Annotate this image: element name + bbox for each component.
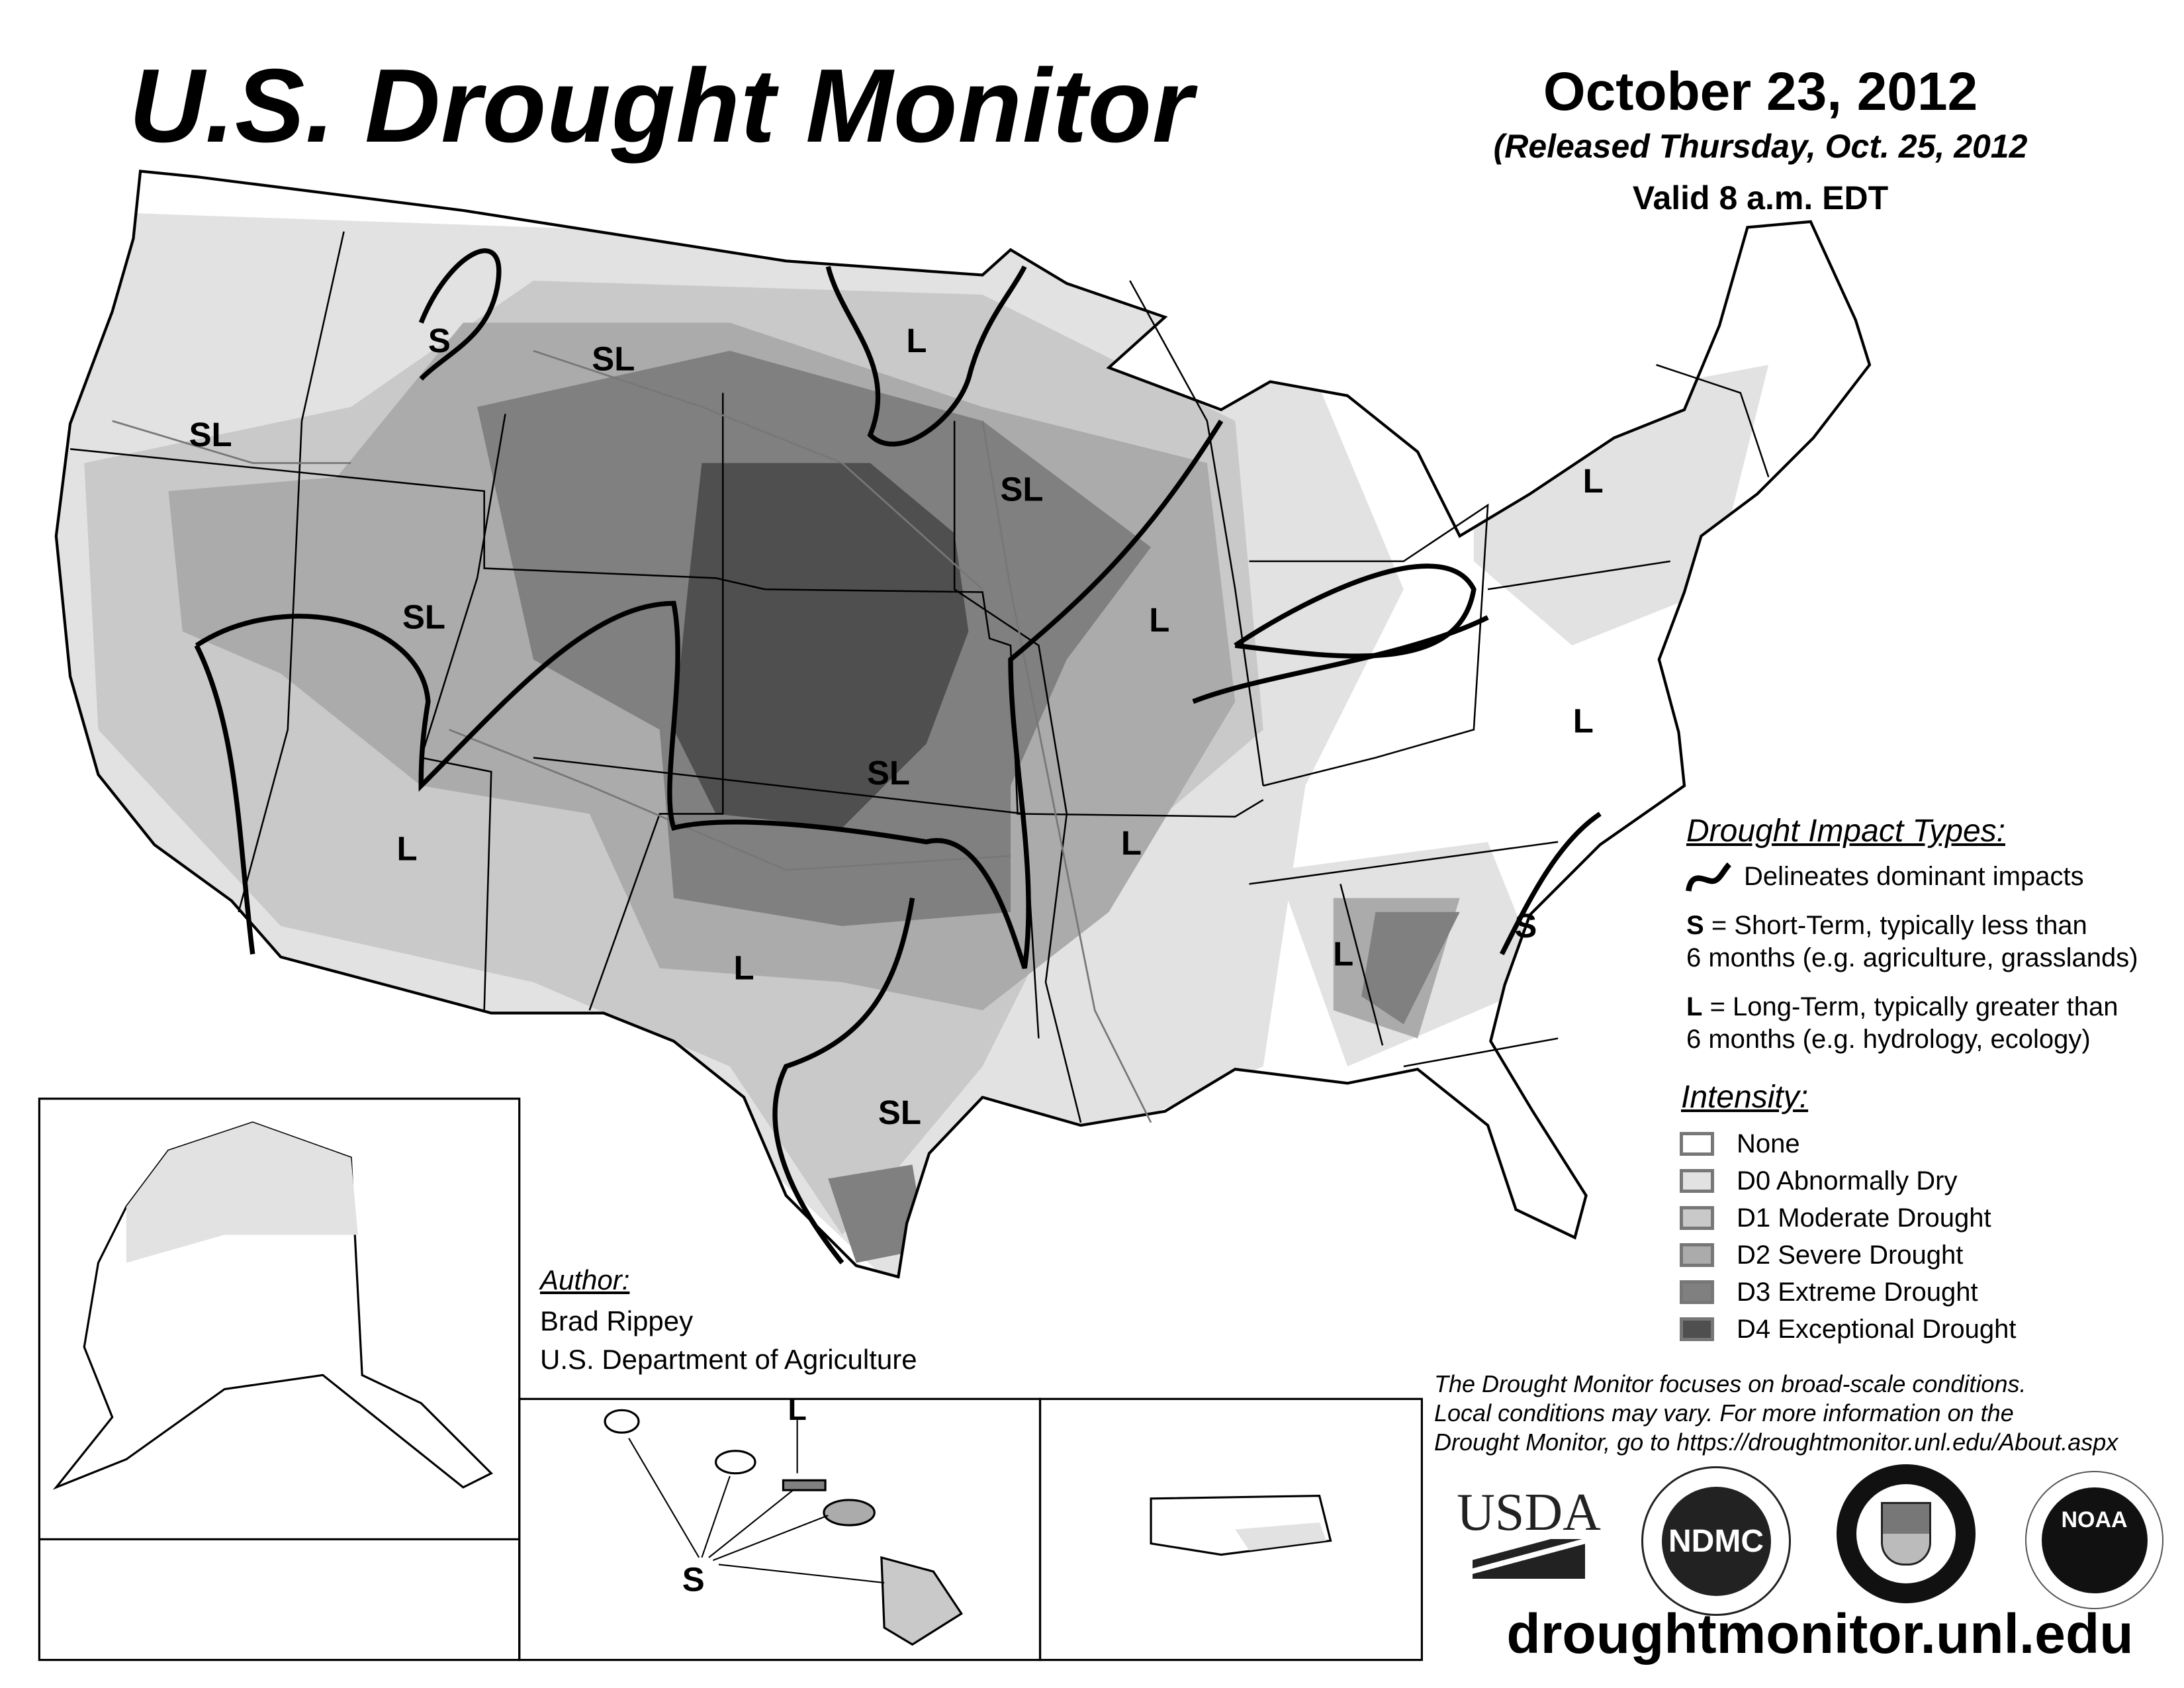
delineates-label: Delineates dominant impacts xyxy=(1744,862,2084,891)
long-key: L xyxy=(1686,992,1703,1021)
intensity-swatch xyxy=(1680,1206,1714,1230)
impact-label: L xyxy=(1583,462,1604,500)
intensity-swatch xyxy=(1680,1317,1714,1341)
department-of-commerce-seal xyxy=(1837,1464,1976,1603)
hawaii-map xyxy=(604,1409,963,1646)
intensity-label: D3 Extreme Drought xyxy=(1737,1277,1978,1307)
rivers xyxy=(112,350,1152,1123)
release-date: (Released Thursday, Oct. 25, 2012 xyxy=(1493,128,2028,165)
impact-line-legend-icon xyxy=(1686,862,1732,892)
impact-label: SL xyxy=(867,754,910,792)
impact-label: L xyxy=(1573,702,1594,739)
long-term-desc: = Long-Term, typically greater than xyxy=(1709,992,2118,1021)
website-url[interactable]: droughtmonitor.unl.edu xyxy=(1506,1603,2134,1665)
impact-label: SL xyxy=(189,416,232,453)
impact-label: L xyxy=(906,322,927,359)
hawaii-leader-lines xyxy=(628,1420,885,1584)
short-term-desc: = Short-Term, typically less than xyxy=(1711,911,2087,940)
intensity-swatch xyxy=(1680,1132,1714,1156)
impact-label: L xyxy=(1333,935,1353,972)
short-key: S xyxy=(1686,911,1704,940)
inset-frames xyxy=(38,1098,1423,1662)
intensity-label: None xyxy=(1737,1129,1800,1158)
disclaimer-line: The Drought Monitor focuses on broad-sca… xyxy=(1434,1370,2026,1397)
intensity-legend-item: D4 Exceptional Drought xyxy=(1680,1311,2016,1348)
disclaimer-line: Local conditions may vary. For more info… xyxy=(1434,1399,2014,1427)
intensity-swatch xyxy=(1680,1280,1714,1304)
intensity-label: D4 Exceptional Drought xyxy=(1737,1314,2017,1344)
impact-label: S xyxy=(682,1561,705,1599)
short-term-desc-2: 6 months (e.g. agriculture, grasslands) xyxy=(1686,943,2138,972)
impact-label: SL xyxy=(1000,471,1043,508)
intensity-swatch xyxy=(1680,1243,1714,1267)
valid-time: Valid 8 a.m. EDT xyxy=(1632,179,1889,216)
intensity-label: D2 Severe Drought xyxy=(1737,1240,1964,1270)
intensity-legend-item: D2 Severe Drought xyxy=(1680,1237,2016,1274)
impact-label: L xyxy=(1121,824,1142,862)
impact-label: SL xyxy=(402,598,445,636)
intensity-legend-item: D0 Abnormally Dry xyxy=(1680,1162,2016,1199)
impact-label: L xyxy=(396,829,417,867)
author-heading: Author: xyxy=(540,1264,630,1295)
ndmc-logo: NDMC xyxy=(1641,1466,1791,1616)
author-org: U.S. Department of Agriculture xyxy=(540,1344,917,1375)
intensity-legend-item: D1 Moderate Drought xyxy=(1680,1199,2016,1237)
intensity-label: D1 Moderate Drought xyxy=(1737,1203,1991,1233)
state-borders xyxy=(69,231,1770,1123)
long-term-desc-2: 6 months (e.g. hydrology, ecology) xyxy=(1686,1025,2091,1054)
noaa-logo: NOAA xyxy=(2025,1471,2163,1609)
impact-delineation-lines xyxy=(194,248,1602,1265)
d3-area xyxy=(1361,912,1460,1025)
page-title: U.S. Drought Monitor xyxy=(129,48,1194,164)
intensity-legend: None D0 Abnormally Dry D1 Moderate Drought… xyxy=(1680,1125,2016,1348)
impact-types-heading: Drought Impact Types: xyxy=(1686,814,2005,849)
impact-label: L xyxy=(733,949,754,987)
disclaimer-line: Drought Monitor, go to https://droughtmo… xyxy=(1434,1429,2118,1456)
impact-label: SL xyxy=(878,1094,921,1131)
intensity-swatch xyxy=(1680,1169,1714,1193)
impact-label: SL xyxy=(592,340,635,378)
intensity-legend-item: None xyxy=(1680,1125,2016,1162)
impact-label: S xyxy=(1514,907,1537,945)
impact-label: L xyxy=(788,1392,806,1427)
intensity-heading: Intensity: xyxy=(1681,1080,1809,1115)
intensity-label: D0 Abnormally Dry xyxy=(1737,1166,1958,1196)
intensity-legend-item: D3 Extreme Drought xyxy=(1680,1274,2016,1311)
d4-area xyxy=(673,463,969,828)
d3-area xyxy=(828,1164,927,1263)
usda-logo: USDA xyxy=(1457,1483,1601,1582)
author-name: Brad Rippey xyxy=(540,1305,694,1336)
map-date: October 23, 2012 xyxy=(1543,62,1978,122)
impact-label: L xyxy=(1149,601,1169,639)
impact-label: S xyxy=(428,322,451,359)
